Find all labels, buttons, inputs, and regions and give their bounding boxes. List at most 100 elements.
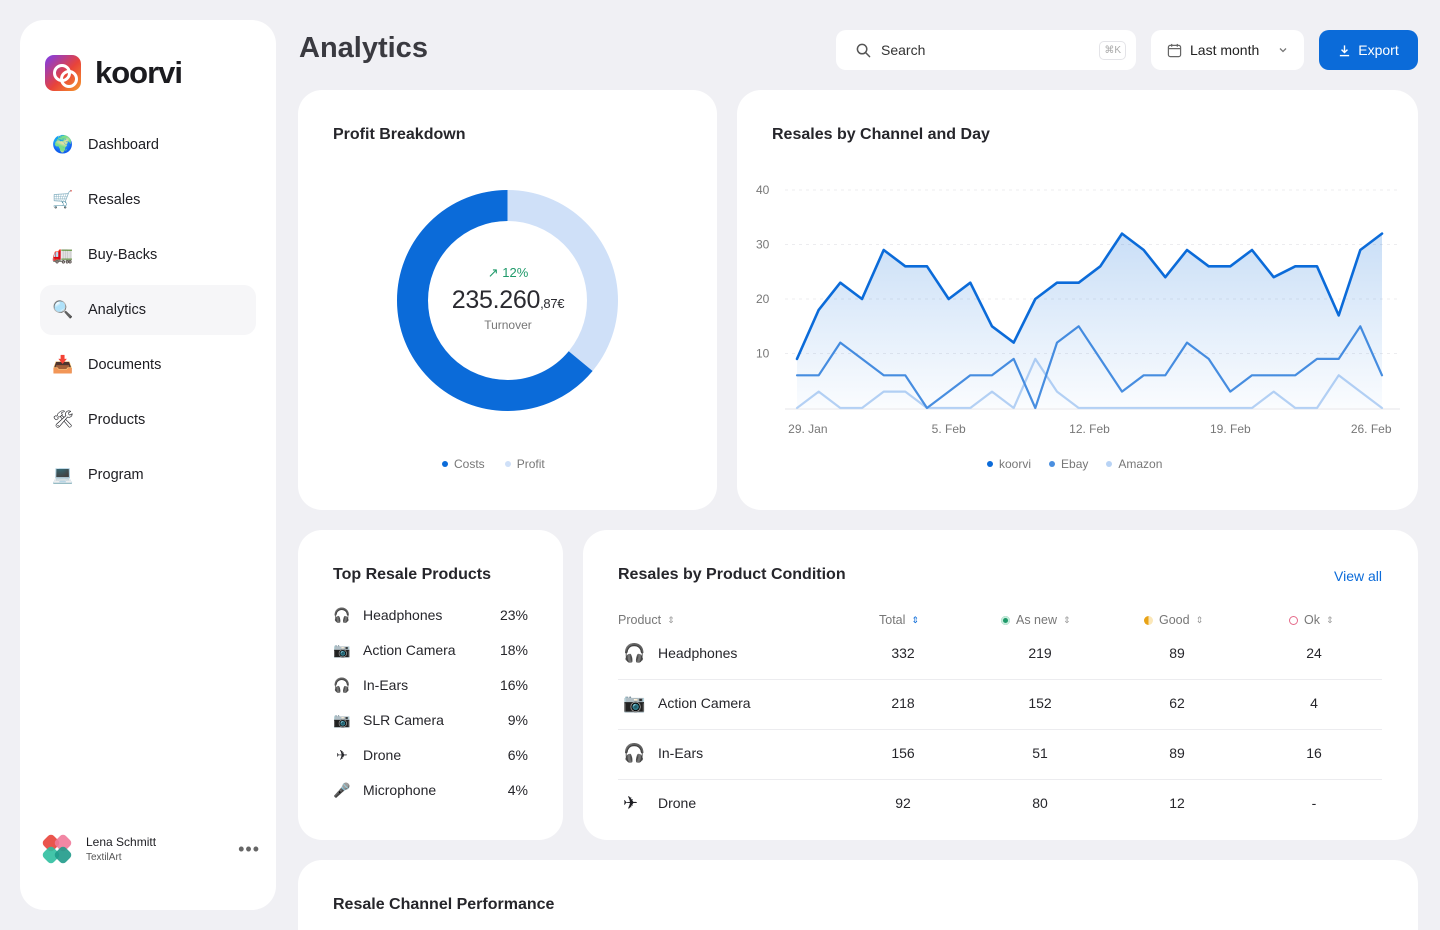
product-name: Drone	[363, 747, 402, 763]
chart-legend: koorvi Ebay Amazon	[987, 457, 1162, 471]
sort-icon: ⇕	[667, 614, 675, 625]
donut-center: ↗ 12% 235.260,87€ Turnover	[408, 265, 608, 332]
card-title: Resales by Product Condition	[618, 566, 846, 583]
sort-icon: ⇕	[1063, 614, 1071, 625]
sidebar-item-analytics[interactable]: 🔍 Analytics	[40, 285, 256, 335]
export-button[interactable]: Export	[1319, 30, 1418, 70]
product-name: SLR Camera	[363, 712, 444, 728]
product-name: Microphone	[363, 782, 437, 798]
documents-icon: 📥	[52, 355, 74, 374]
top-products-card: Top Resale Products 🎧 Headphones 23% 📷 A…	[298, 530, 563, 840]
table-row[interactable]: 🎧 In-Ears 156 51 89 16	[618, 730, 1382, 780]
in-ears-icon: 🎧	[333, 676, 351, 693]
column-header-ok[interactable]: Ok ⇕	[1289, 613, 1334, 627]
product-share: 23%	[499, 607, 528, 623]
legend-item-amazon: Amazon	[1106, 457, 1162, 471]
legend-item-profit: Profit	[504, 457, 545, 471]
laptop-icon: 💻	[52, 465, 74, 484]
sidebar-item-label: Resales	[88, 192, 141, 208]
sidebar-item-label: Buy-Backs	[88, 247, 158, 263]
user-profile[interactable]: Lena Schmitt TextilArt •••	[41, 833, 260, 865]
y-tick-label: 30	[756, 238, 770, 252]
truck-icon: 🚛	[52, 245, 74, 264]
product-share: 4%	[507, 782, 528, 798]
x-tick-label: 26. Feb	[1351, 422, 1392, 436]
product-share: 18%	[499, 642, 528, 658]
x-tick-label: 5. Feb	[932, 422, 966, 436]
list-item[interactable]: 📷 SLR Camera 9%	[333, 710, 528, 730]
period-value: Last month	[1190, 42, 1260, 58]
chevron-down-icon	[1279, 48, 1287, 53]
column-header-good[interactable]: Good ⇕	[1144, 613, 1203, 627]
calendar-icon	[1167, 43, 1182, 57]
card-title: Resale Channel Performance	[333, 896, 555, 913]
sidebar-item-products[interactable]: 🛠 Products	[40, 395, 256, 445]
column-header-as-new[interactable]: As new ⇕	[1001, 613, 1071, 627]
sort-icon: ⇕	[911, 614, 919, 625]
profit-breakdown-card: Profit Breakdown ↗ 12% 235.260,87€ Turno…	[298, 90, 717, 510]
series-area-koorvi	[797, 233, 1382, 408]
sidebar-item-label: Documents	[88, 357, 162, 373]
list-item[interactable]: 🎤 Microphone 4%	[333, 780, 528, 800]
card-title: Resales by Channel and Day	[772, 126, 990, 143]
table-row[interactable]: 📷 Action Camera 218 152 62 4	[618, 680, 1382, 730]
more-icon[interactable]: •••	[238, 838, 260, 859]
cell-total: 218	[891, 695, 915, 711]
cell-good: 12	[1169, 795, 1185, 811]
logo-icon	[45, 55, 81, 91]
donut-segment-costs	[397, 190, 618, 411]
cell-as-new: 219	[1028, 645, 1052, 661]
channel-performance-card: Resale Channel Performance	[298, 860, 1418, 930]
turnover-label: Turnover	[484, 318, 532, 332]
brand-logo[interactable]: koorvi	[45, 55, 183, 91]
list-item[interactable]: 🎧 Headphones 23%	[333, 605, 528, 625]
y-tick-label: 10	[756, 347, 770, 361]
card-title: Profit Breakdown	[333, 126, 466, 143]
view-all-link[interactable]: View all	[1334, 568, 1382, 584]
cell-product: Action Camera	[658, 695, 751, 711]
cell-as-new: 51	[1032, 745, 1048, 761]
resales-line-chart: 10 20 30 40 29. Jan 5. Feb 12. Feb 19. Feb 26. F…	[756, 183, 1400, 436]
cell-total: 92	[895, 795, 911, 811]
table-row[interactable]: ✈ Drone 92 80 12 -	[618, 780, 1382, 830]
sidebar-item-resales[interactable]: 🛒 Resales	[40, 175, 256, 225]
sidebar-item-program[interactable]: 💻 Program	[40, 450, 256, 500]
legend-item-koorvi: koorvi	[987, 457, 1031, 471]
column-header-product[interactable]: Product ⇕	[618, 613, 675, 627]
cell-ok: 24	[1306, 645, 1322, 661]
turnover-value: 235.260,87€	[451, 286, 565, 314]
cell-good: 89	[1169, 645, 1185, 661]
search-input[interactable]: Search ⌘K	[836, 30, 1136, 70]
product-share: 9%	[507, 712, 528, 728]
x-tick-label: 19. Feb	[1210, 422, 1251, 436]
condition-table-card: Resales by Product Condition View all Pr…	[583, 530, 1418, 840]
table-row[interactable]: 🎧 Headphones 332 219 89 24	[618, 630, 1382, 680]
period-select[interactable]: Last month	[1151, 30, 1304, 70]
list-item[interactable]: 🎧 In-Ears 16%	[333, 675, 528, 695]
profit-donut	[397, 190, 618, 411]
x-tick-label: 29. Jan	[788, 422, 827, 436]
sidebar-item-documents[interactable]: 📥 Documents	[40, 340, 256, 390]
sidebar-item-dashboard[interactable]: 🌍 Dashboard	[40, 120, 256, 170]
product-name: Headphones	[363, 607, 443, 623]
x-tick-label: 12. Feb	[1069, 422, 1110, 436]
sidebar-item-label: Program	[88, 467, 144, 483]
sort-icon: ⇕	[1325, 614, 1334, 625]
cell-as-new: 80	[1032, 795, 1048, 811]
action-camera-icon: 📷	[623, 693, 646, 713]
cell-ok: -	[1311, 795, 1317, 811]
headphones-icon: 🎧	[623, 643, 646, 663]
cell-total: 332	[891, 645, 915, 661]
product-name: In-Ears	[363, 677, 409, 693]
cell-total: 156	[891, 745, 915, 761]
list-item[interactable]: 📷 Action Camera 18%	[333, 640, 528, 660]
shortcut-hint: ⌘K	[1099, 40, 1126, 60]
list-item[interactable]: ✈ Drone 6%	[333, 745, 528, 765]
product-share: 6%	[507, 747, 528, 763]
sidebar-item-buy-backs[interactable]: 🚛 Buy-Backs	[40, 230, 256, 280]
legend-item-costs: Costs	[442, 457, 485, 471]
cell-ok: 16	[1306, 745, 1322, 761]
column-header-total[interactable]: Total ⇕	[879, 613, 919, 627]
drone-icon: ✈	[623, 793, 639, 813]
in-ears-icon: 🎧	[623, 743, 646, 763]
